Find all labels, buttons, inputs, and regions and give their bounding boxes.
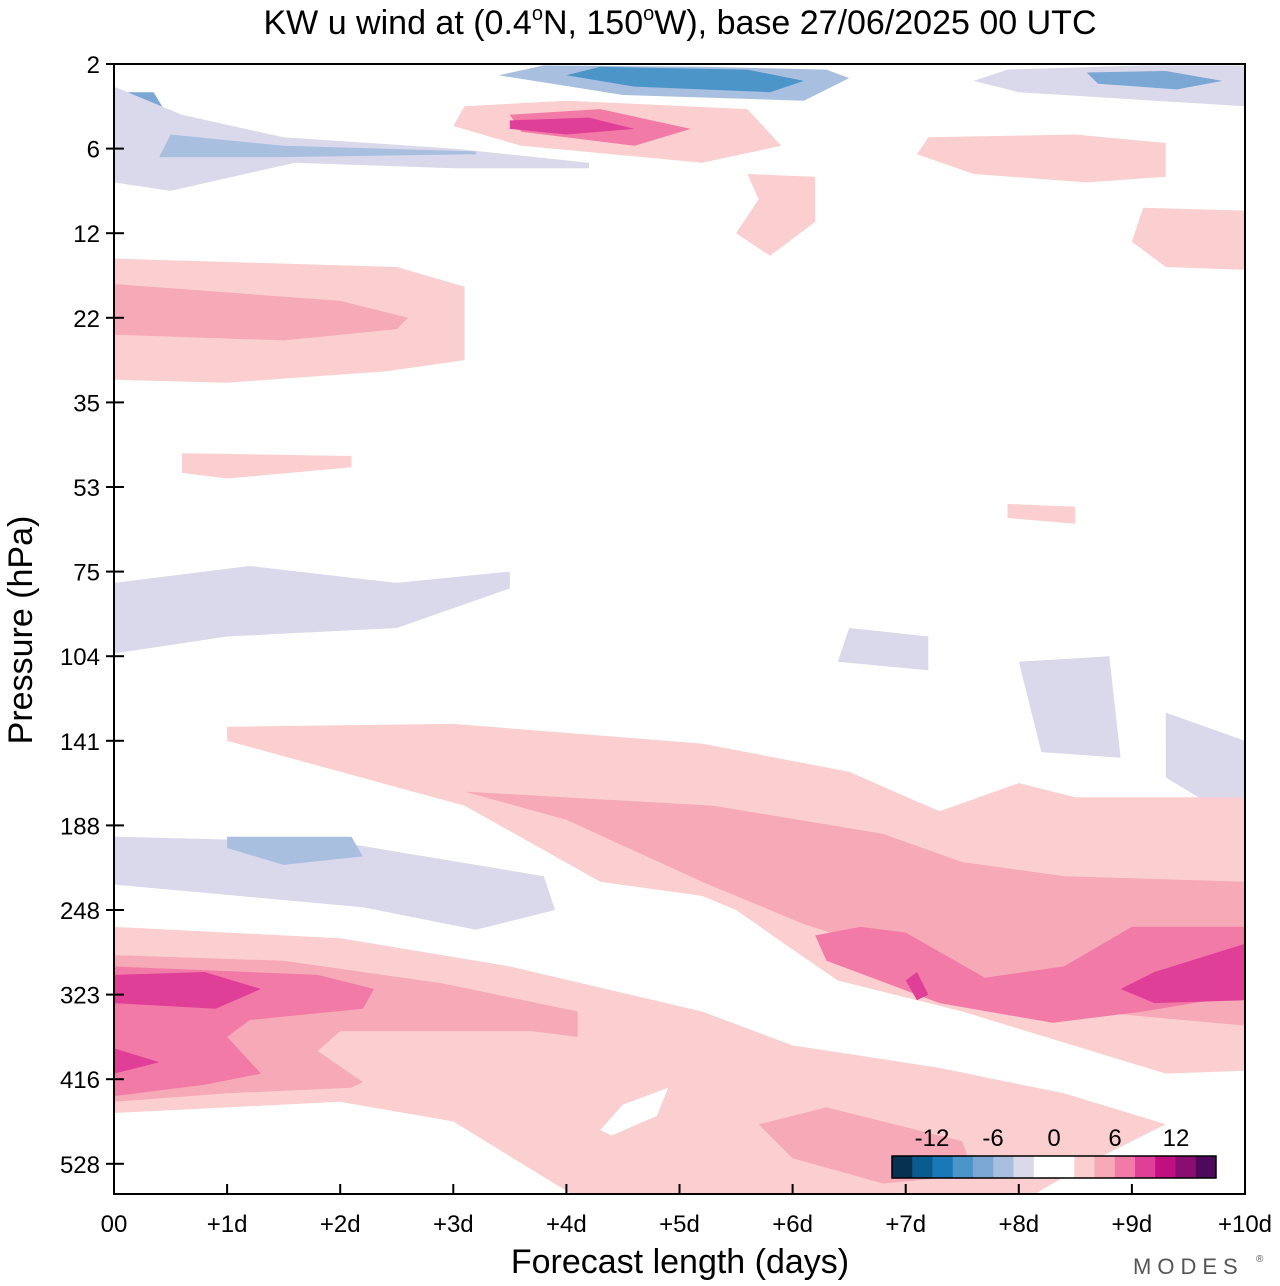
colorbar-label: -12 — [915, 1125, 950, 1152]
y-tick-label: 188 — [60, 813, 100, 840]
colorbar-swatch — [1033, 1156, 1055, 1178]
y-tick-label: 22 — [73, 306, 100, 333]
x-axis: 00 +1d +2d +3d +4d +5d +6d +7d +8d +9d +10d — [101, 1184, 1272, 1238]
contour-region-12 — [1131, 207, 1245, 270]
colorbar-swatch — [1175, 1156, 1197, 1178]
contour-region-3 — [159, 134, 476, 158]
colorbar-label: 0 — [1047, 1125, 1060, 1152]
colorbar-swatch — [1094, 1156, 1116, 1178]
colorbar-label: 12 — [1163, 1125, 1190, 1152]
x-axis-label: Forecast length (days) — [511, 1243, 849, 1281]
contour-region-2 — [114, 86, 589, 191]
x-tick-label: +5d — [659, 1211, 700, 1238]
contour-region-28 — [905, 972, 929, 1001]
y-tick-label: 35 — [73, 390, 100, 417]
x-tick-label: 00 — [101, 1211, 128, 1238]
brand-registered-mark: ® — [1256, 1254, 1264, 1265]
contour-region-17 — [1007, 503, 1076, 524]
colorbar-frame — [891, 1155, 1217, 1179]
colorbar-swatch — [1155, 1156, 1176, 1178]
colorbar-swatch — [1114, 1156, 1136, 1178]
colorbar-swatch — [1195, 1156, 1217, 1178]
contour-region-18 — [114, 566, 510, 654]
x-tick-label: +7d — [885, 1211, 926, 1238]
contour-region-16 — [181, 453, 352, 479]
y-tick-label: 12 — [73, 221, 100, 248]
y-tick-label: 141 — [60, 729, 100, 756]
colorbar-swatch — [912, 1156, 933, 1178]
colorbar: -12 -6 0 6 12 — [891, 1125, 1217, 1179]
colorbar-swatch — [892, 1156, 913, 1178]
x-tick-label: +10d — [1218, 1211, 1272, 1238]
brand-logo: MODES — [1133, 1254, 1244, 1279]
contour-region-7 — [1086, 71, 1223, 90]
contour-region-15 — [114, 284, 409, 341]
colorbar-label: -6 — [982, 1125, 1003, 1152]
y-tick-label: 323 — [60, 983, 100, 1010]
y-tick-label: 53 — [73, 475, 100, 502]
x-tick-label: +8d — [998, 1211, 1039, 1238]
contour-region-22 — [114, 836, 556, 930]
contour-region-33 — [114, 1048, 160, 1074]
x-tick-label: +4d — [546, 1211, 587, 1238]
contour-region-27 — [1120, 943, 1245, 1004]
y-tick-label: 2 — [87, 52, 100, 79]
y-tick-label: 75 — [73, 560, 100, 587]
colorbar-swatch — [1074, 1156, 1095, 1178]
colorbar-label: 6 — [1108, 1125, 1121, 1152]
contour-regions — [114, 65, 1245, 1194]
contour-region-10 — [509, 117, 635, 135]
x-tick-label: +6d — [772, 1211, 813, 1238]
colorbar-swatch — [1054, 1156, 1075, 1178]
contour-region-20 — [1018, 656, 1121, 758]
y-tick-label: 528 — [60, 1152, 100, 1179]
contour-region-5 — [566, 66, 804, 93]
contour-region-19 — [837, 628, 929, 671]
contour-region-32 — [114, 972, 261, 1009]
y-tick-label: 248 — [60, 898, 100, 925]
y-axis-label: Pressure (hPa) — [2, 516, 40, 745]
y-tick-label: 6 — [87, 137, 100, 164]
y-tick-label: 416 — [60, 1067, 100, 1094]
colorbar-swatch — [1135, 1156, 1156, 1178]
x-tick-label: +2d — [320, 1211, 361, 1238]
contour-region-26 — [815, 926, 1245, 1023]
colorbar-swatch — [993, 1156, 1014, 1178]
contour-region-11 — [917, 134, 1166, 183]
contour-region-6 — [973, 65, 1245, 107]
colorbar-swatch — [973, 1156, 994, 1178]
y-axis: 2 6 12 22 35 53 75 104 141 188 248 323 416 528 — [60, 52, 124, 1179]
contour-region-34 — [600, 1087, 669, 1136]
chart-title: KW u wind at (0.4oN, 150oW), base 27/06/… — [263, 3, 1096, 42]
colorbar-swatch — [932, 1156, 954, 1178]
y-tick-label: 104 — [60, 644, 100, 671]
x-tick-label: +1d — [207, 1211, 248, 1238]
x-tick-label: +3d — [433, 1211, 474, 1238]
contour-region-13 — [736, 174, 816, 256]
colorbar-swatch — [1013, 1156, 1035, 1178]
contour-region-25 — [464, 791, 1245, 1026]
contour-region-23 — [227, 836, 363, 865]
colorbar-swatch — [952, 1156, 974, 1178]
x-tick-label: +9d — [1112, 1211, 1153, 1238]
